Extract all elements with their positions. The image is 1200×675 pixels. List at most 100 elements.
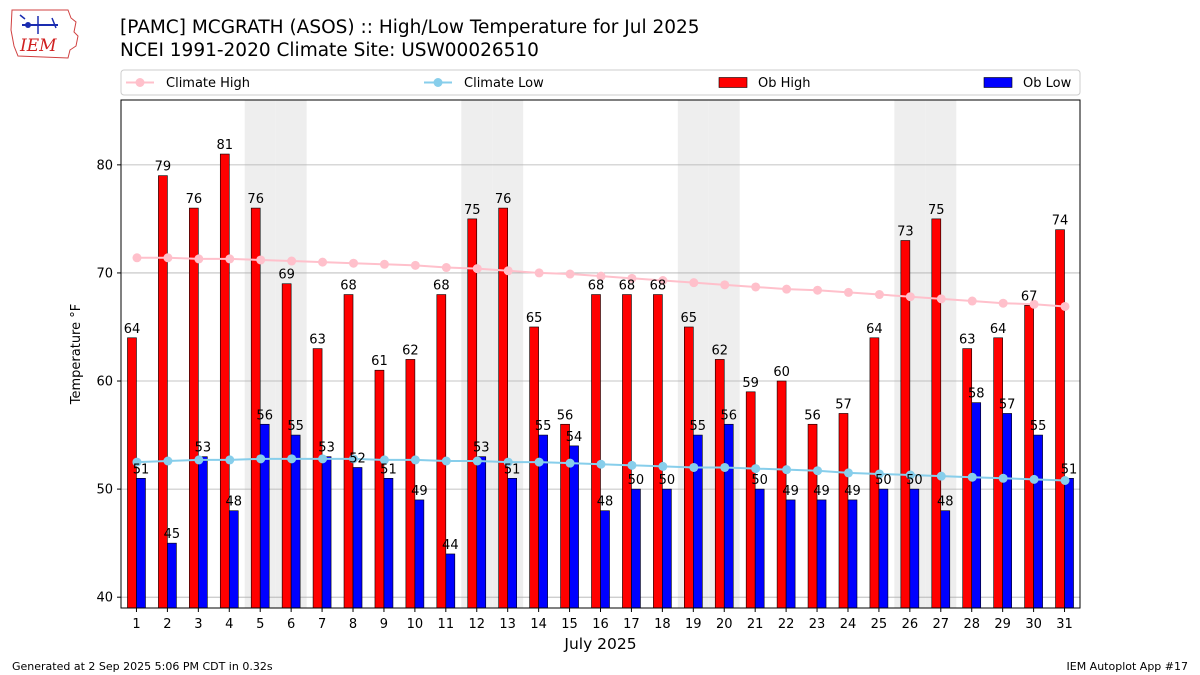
ob-high-legend-swatch <box>718 77 748 88</box>
ob-high-bar <box>591 294 601 609</box>
ob-high-value-label: 81 <box>217 138 234 153</box>
ob-low-value-label: 51 <box>504 462 521 477</box>
svg-text:IEM: IEM <box>19 36 57 56</box>
ob-low-value-label: 53 <box>318 441 335 456</box>
climate-low-point <box>596 459 606 469</box>
y-tick-label: 60 <box>96 375 113 390</box>
ob-high-value-label: 76 <box>186 192 203 207</box>
ob-low-value-label: 49 <box>844 484 861 499</box>
ob-low-value-label: 57 <box>999 397 1016 412</box>
ob-low-value-label: 49 <box>411 484 428 499</box>
ob-high-value-label: 56 <box>557 408 574 423</box>
climate-low-point <box>782 465 792 475</box>
ob-low-bar <box>198 456 208 609</box>
ob-high-bar <box>281 283 292 609</box>
climate-high-point <box>936 294 946 304</box>
climate-high-point <box>627 273 637 283</box>
climate-high-point <box>658 276 668 286</box>
ob-low-value-label: 51 <box>380 462 397 477</box>
ob-high-value-label: 69 <box>278 268 295 283</box>
climate-low-point <box>1060 475 1070 485</box>
ob-low-bar <box>940 510 951 609</box>
x-tick-label: 5 <box>256 617 264 632</box>
climate-high-point <box>905 292 915 302</box>
x-axis-label: July 2025 <box>563 635 636 653</box>
ob-low-bar <box>1002 413 1012 609</box>
ob-low-value-label: 50 <box>906 473 923 488</box>
climate-high-legend-label: Climate High <box>166 76 250 91</box>
climate-low-point <box>720 462 730 472</box>
ob-high-bar <box>560 423 570 609</box>
ob-high-value-label: 62 <box>711 343 728 358</box>
ob-high-value-label: 57 <box>835 397 852 412</box>
climate-high-point <box>998 298 1008 308</box>
climate-low-point <box>998 473 1008 483</box>
climate-low-point <box>379 455 389 465</box>
ob-high-value-label: 68 <box>588 279 605 294</box>
ob-high-value-label: 68 <box>650 279 667 294</box>
x-tick-label: 22 <box>778 617 795 632</box>
climate-low-point <box>689 462 699 472</box>
ob-low-value-label: 55 <box>690 419 707 434</box>
ob-high-bar <box>158 175 168 609</box>
ob-high-value-label: 79 <box>155 160 172 175</box>
ob-low-value-label: 55 <box>1030 419 1047 434</box>
climate-high-point <box>503 266 513 276</box>
ob-low-value-label: 50 <box>659 473 676 488</box>
ob-low-bar <box>507 477 517 609</box>
climate-low-point <box>905 470 915 480</box>
climate-high-legend-marker <box>135 78 145 87</box>
ob-high-value-label: 56 <box>804 408 821 423</box>
ob-high-bar <box>529 326 539 609</box>
x-tick-label: 24 <box>840 617 857 632</box>
x-tick-label: 16 <box>592 617 609 632</box>
ob-low-bar <box>693 434 703 609</box>
ob-low-bar <box>600 510 610 609</box>
x-tick-label: 23 <box>809 617 826 632</box>
climate-high-point <box>225 254 235 264</box>
y-tick-label: 70 <box>96 266 113 281</box>
ob-low-bar <box>847 499 858 609</box>
climate-high-point <box>256 255 266 265</box>
ob-high-bar <box>374 369 385 609</box>
climate-low-point <box>287 454 297 464</box>
ob-high-bar <box>189 207 199 609</box>
y-axis-label: Temperature °F <box>69 304 84 405</box>
climate-low-legend-label: Climate Low <box>464 76 544 91</box>
ob-high-value-label: 64 <box>990 322 1007 337</box>
climate-low-point <box>1029 474 1039 484</box>
ob-low-value-label: 52 <box>349 451 366 466</box>
climate-high-point <box>689 278 699 288</box>
ob-high-bar <box>467 218 478 609</box>
climate-low-point <box>874 469 884 479</box>
climate-low-point <box>936 471 946 481</box>
ob-high-bar <box>1055 229 1065 609</box>
x-tick-label: 19 <box>685 617 702 632</box>
climate-low-point <box>813 466 823 476</box>
ob-low-bar <box>1064 477 1074 609</box>
x-tick-label: 29 <box>994 617 1011 632</box>
x-tick-label: 30 <box>1025 617 1042 632</box>
ob-low-bar <box>414 499 425 609</box>
x-tick-label: 2 <box>163 617 171 632</box>
climate-high-point <box>349 258 359 268</box>
climate-low-point <box>318 454 328 464</box>
ob-low-value-label: 44 <box>442 538 459 553</box>
ob-low-value-label: 55 <box>287 419 304 434</box>
x-tick-label: 27 <box>933 617 950 632</box>
app-credit: IEM Autoplot App #17 <box>1066 660 1189 673</box>
ob-low-value-label: 48 <box>226 495 243 510</box>
climate-low-point <box>503 457 513 467</box>
ob-high-value-label: 76 <box>247 192 264 207</box>
ob-low-value-label: 50 <box>751 473 768 488</box>
x-tick-label: 18 <box>654 617 671 632</box>
climate-high-point <box>194 254 204 264</box>
climate-high-point <box>565 269 575 279</box>
ob-high-value-label: 65 <box>526 311 543 326</box>
ob-high-value-label: 75 <box>464 203 481 218</box>
ob-high-bar <box>807 423 818 609</box>
ob-low-bar <box>631 488 641 609</box>
x-tick-label: 26 <box>902 617 919 632</box>
climate-high-point <box>967 296 977 306</box>
ob-low-value-label: 48 <box>597 495 614 510</box>
